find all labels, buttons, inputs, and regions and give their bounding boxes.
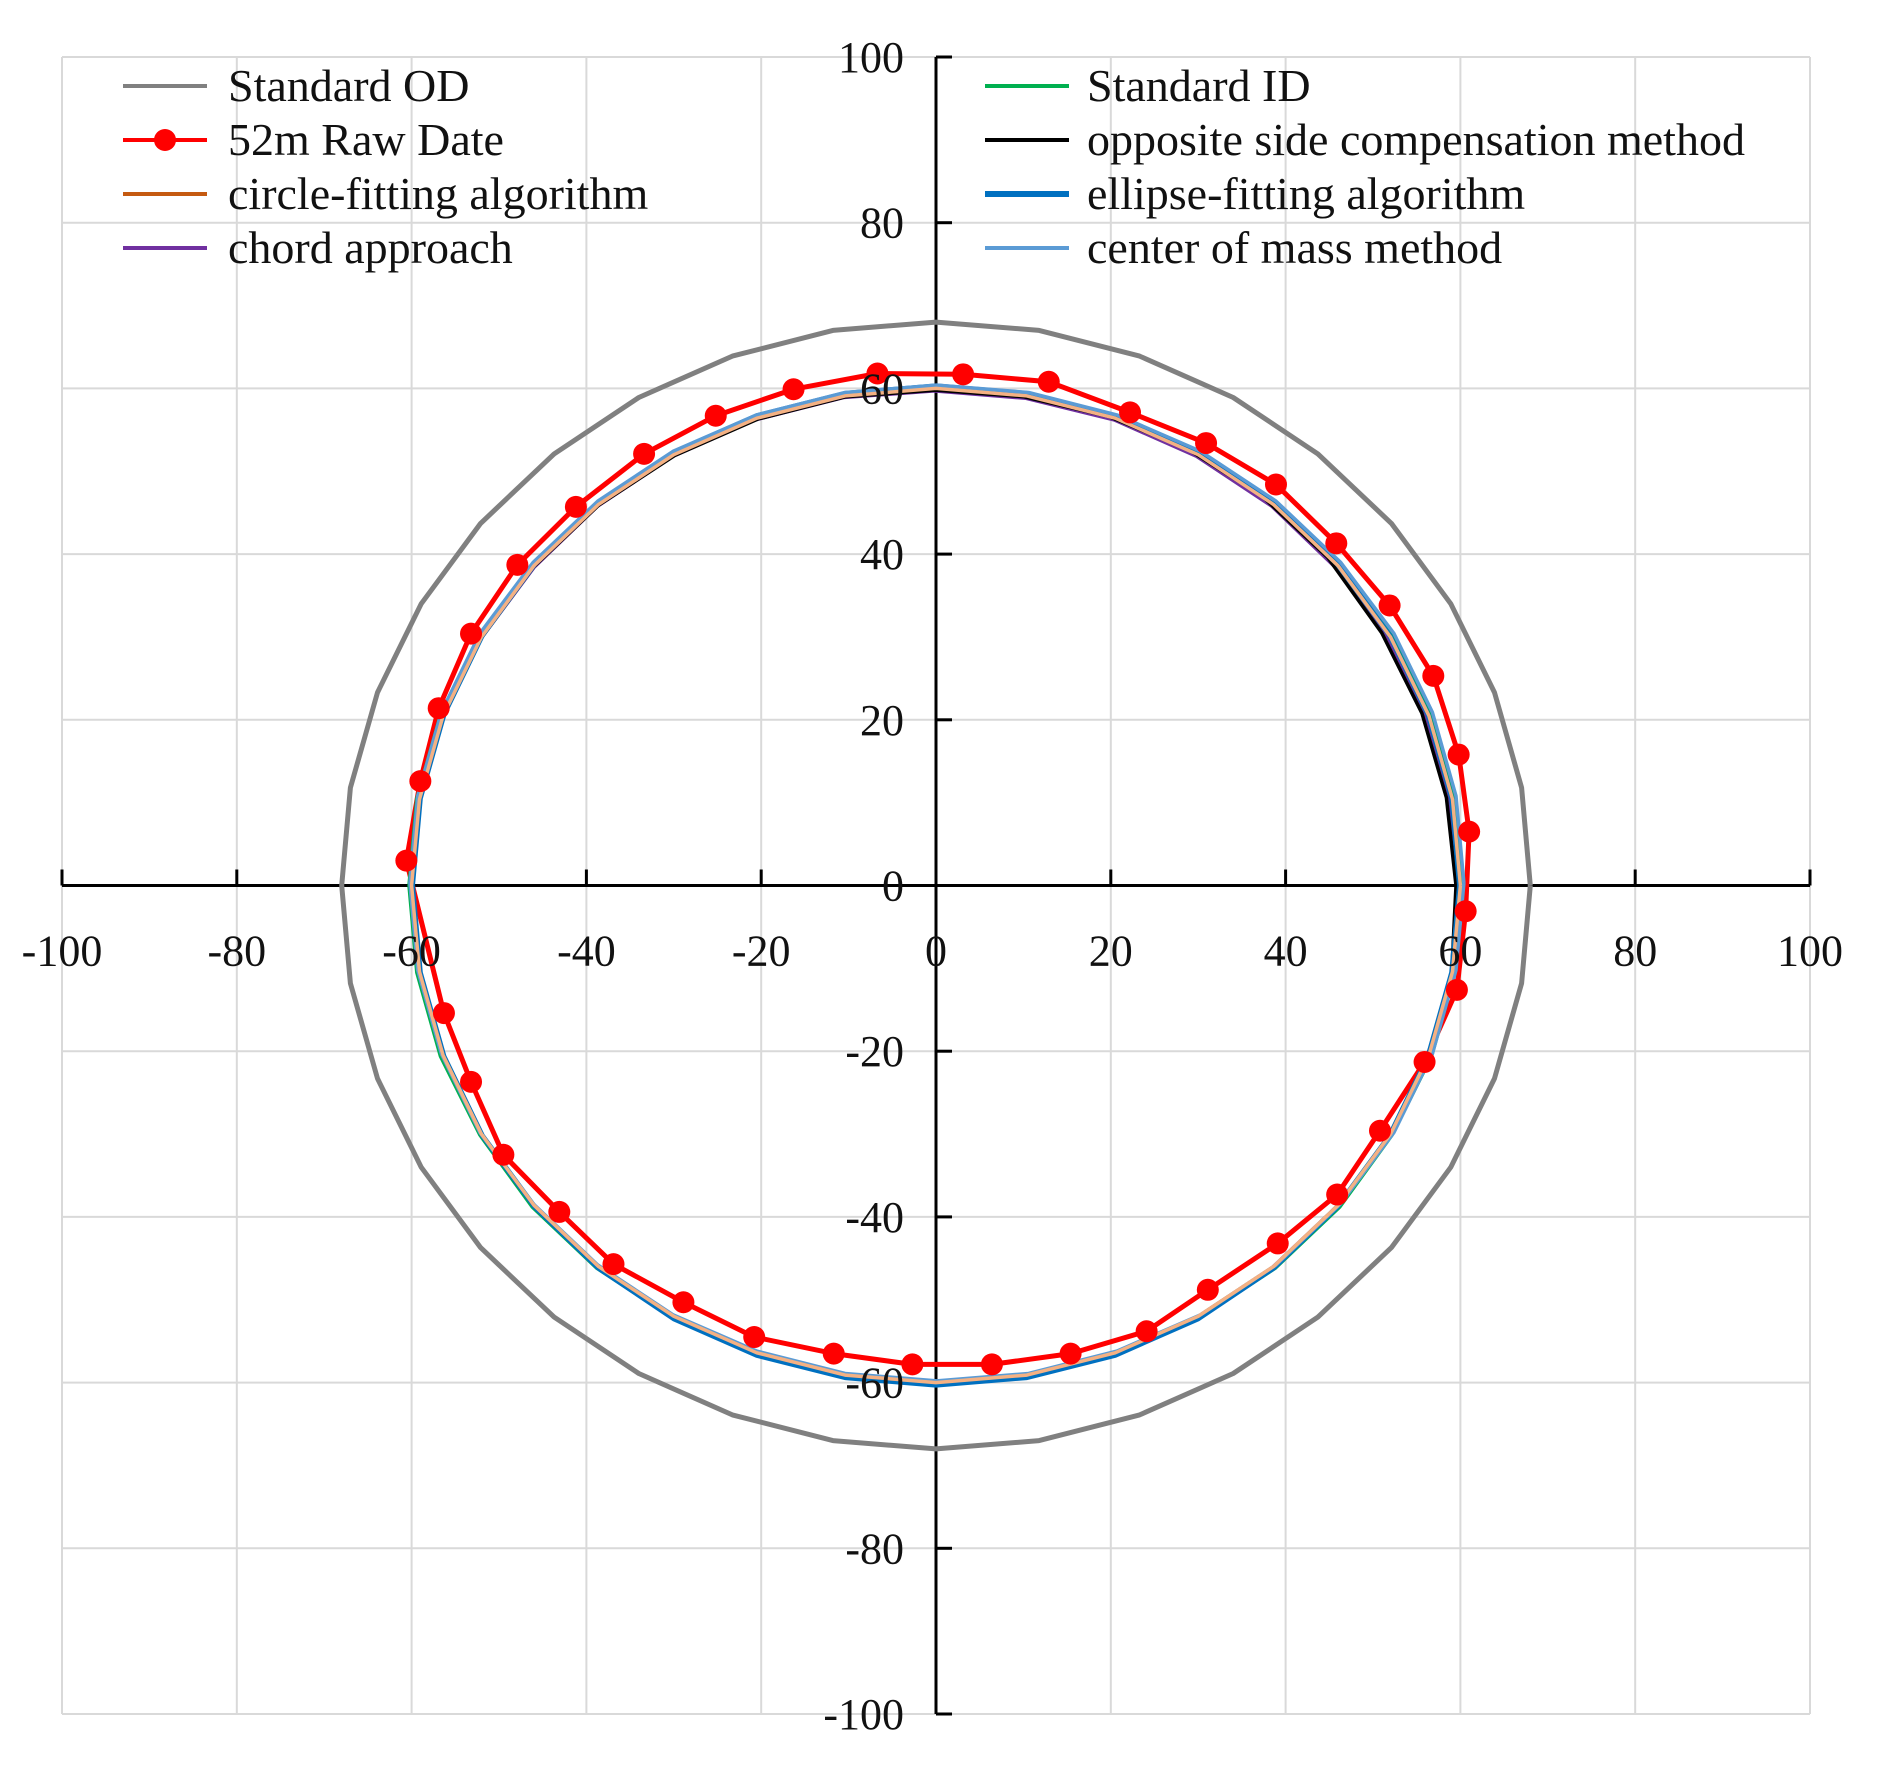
data-point — [1266, 1232, 1289, 1255]
data-point — [492, 1143, 515, 1166]
data-point — [460, 622, 483, 645]
data-point — [1458, 820, 1481, 843]
data-point — [1325, 532, 1348, 555]
x-tick-label: 0 — [925, 927, 947, 976]
data-point — [564, 495, 587, 518]
x-tick-label: -40 — [557, 927, 616, 976]
legend-item: ellipse-fitting algorithm — [985, 168, 1525, 219]
y-tick-label: 80 — [860, 199, 904, 248]
series-line — [409, 386, 1463, 1385]
series-group — [339, 319, 1533, 1452]
series-8 — [409, 386, 1463, 1385]
legend-label: circle-fitting algorithm — [228, 168, 648, 219]
data-point — [866, 362, 889, 385]
data-point — [633, 442, 656, 465]
legend-item: Standard OD — [123, 60, 469, 111]
series-0 — [339, 319, 1533, 1452]
data-point — [506, 553, 529, 576]
data-point — [1368, 1119, 1391, 1142]
y-tick-label: -20 — [845, 1027, 904, 1076]
x-tick-label: 80 — [1613, 927, 1657, 976]
data-point — [1447, 743, 1470, 766]
y-tick-label: 60 — [860, 364, 904, 413]
x-tick-label: 20 — [1089, 927, 1133, 976]
legend-item: Standard ID — [985, 60, 1311, 111]
legend-marker — [154, 129, 176, 151]
data-point — [704, 404, 727, 427]
x-tick-label: -20 — [732, 927, 791, 976]
series-markers — [395, 362, 1481, 1376]
legend-item: opposite side compensation method — [985, 114, 1745, 165]
data-point — [460, 1070, 483, 1093]
legend-item: 52m Raw Date — [123, 114, 504, 165]
data-point — [548, 1200, 571, 1223]
data-point — [602, 1253, 625, 1276]
data-point — [395, 849, 418, 872]
data-point — [409, 770, 432, 793]
data-point — [1445, 978, 1468, 1001]
y-tick-label: 100 — [838, 33, 904, 82]
data-point — [672, 1291, 695, 1314]
x-tick-label: 40 — [1264, 927, 1308, 976]
x-tick-label: 60 — [1438, 927, 1482, 976]
data-point — [822, 1342, 845, 1365]
data-point — [980, 1353, 1003, 1376]
legend-label: chord approach — [228, 222, 513, 273]
legend-label: center of mass method — [1087, 222, 1502, 273]
data-point — [952, 363, 975, 386]
data-point — [1454, 900, 1477, 923]
series-line — [403, 371, 1472, 1367]
data-point — [1196, 1278, 1219, 1301]
data-point — [1378, 594, 1401, 617]
y-tick-label: -60 — [845, 1359, 904, 1408]
data-point — [1413, 1050, 1436, 1073]
data-point — [1119, 401, 1142, 424]
y-tick-label: 40 — [860, 530, 904, 579]
y-tick-label: 0 — [882, 862, 904, 911]
data-point — [432, 1002, 455, 1025]
legend-label: 52m Raw Date — [228, 114, 504, 165]
x-tick-label: -80 — [207, 927, 266, 976]
data-point — [427, 697, 450, 720]
legend-item: center of mass method — [985, 222, 1502, 273]
data-point — [1264, 473, 1287, 496]
legend-label: Standard OD — [228, 60, 469, 111]
series-line — [339, 319, 1533, 1452]
x-tick-label: -100 — [22, 927, 103, 976]
x-tick-label: 100 — [1777, 927, 1843, 976]
x-tick-label: -60 — [382, 927, 441, 976]
legend-item: circle-fitting algorithm — [123, 168, 648, 219]
legend-item: chord approach — [123, 222, 513, 273]
data-point — [1135, 1320, 1158, 1343]
legend-label: Standard ID — [1087, 60, 1311, 111]
series-1 — [403, 371, 1472, 1367]
legend-label: ellipse-fitting algorithm — [1087, 168, 1525, 219]
data-point — [1195, 432, 1218, 455]
data-point — [1422, 664, 1445, 687]
y-tick-label: -80 — [845, 1524, 904, 1573]
y-tick-label: -100 — [823, 1690, 904, 1739]
y-tick-label: 20 — [860, 696, 904, 745]
data-point — [901, 1353, 924, 1376]
tick-labels: -100 -80 -60 -40 -20 0 20 40 60 80 100 100 80 60 40 20 0… — [22, 33, 1843, 1739]
data-point — [782, 378, 805, 401]
y-tick-label: -40 — [845, 1193, 904, 1242]
data-point — [1037, 370, 1060, 393]
data-point — [1326, 1183, 1349, 1206]
legend-label: opposite side compensation method — [1087, 114, 1745, 165]
data-point — [1059, 1342, 1082, 1365]
data-point — [743, 1326, 766, 1349]
